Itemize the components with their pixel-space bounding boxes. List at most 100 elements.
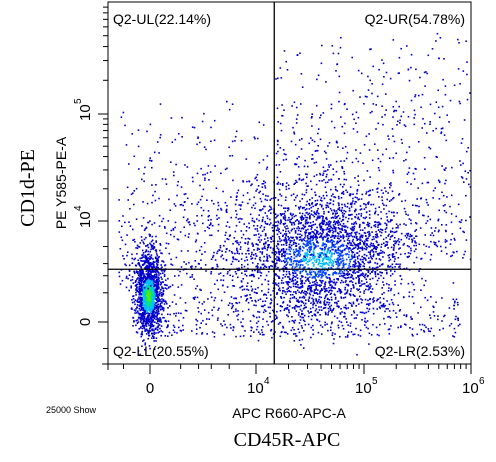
event-dot	[336, 212, 338, 214]
event-dot	[343, 183, 345, 186]
event-dot	[142, 307, 145, 309]
event-dot	[141, 289, 143, 291]
event-dot	[188, 233, 190, 235]
event-dot	[368, 201, 370, 203]
event-dot	[308, 247, 310, 249]
event-dot	[242, 233, 245, 236]
event-dot	[443, 210, 446, 212]
event-dot	[378, 258, 381, 260]
event-dot	[284, 236, 287, 239]
event-dot	[414, 94, 417, 96]
event-dot	[441, 191, 443, 194]
event-dot	[318, 224, 321, 226]
event-dot	[352, 197, 354, 200]
event-dot	[267, 280, 270, 283]
event-dot	[321, 204, 323, 207]
event-dot	[159, 308, 162, 311]
event-dot	[336, 258, 338, 261]
event-dot	[318, 259, 321, 261]
event-dot	[432, 197, 434, 199]
event-dot	[150, 248, 152, 251]
event-dot	[298, 339, 301, 341]
event-dot	[204, 177, 206, 179]
event-dot	[133, 238, 136, 241]
event-dot	[422, 214, 424, 217]
event-dot	[144, 329, 146, 331]
event-dot	[365, 191, 368, 193]
event-dot	[319, 271, 321, 273]
event-dot	[303, 296, 306, 299]
event-dot	[342, 264, 344, 267]
event-dot	[405, 324, 407, 326]
event-dot	[365, 259, 367, 261]
event-dot	[284, 275, 286, 278]
event-dot	[161, 286, 163, 288]
event-dot	[314, 292, 317, 294]
event-dot	[298, 252, 300, 255]
event-dot	[318, 180, 321, 182]
event-dot	[297, 166, 300, 168]
event-dot	[429, 121, 431, 123]
event-dot	[326, 226, 329, 229]
event-dot	[293, 215, 296, 218]
event-dot	[145, 285, 147, 288]
event-dot	[329, 207, 332, 210]
event-dot	[306, 216, 308, 219]
event-dot	[338, 207, 341, 209]
event-dot	[260, 234, 262, 237]
event-dot	[303, 260, 305, 262]
event-dot	[147, 279, 150, 282]
event-dot	[332, 203, 335, 206]
event-dot	[313, 175, 316, 178]
event-dot	[151, 279, 153, 281]
event-dot	[156, 279, 158, 282]
event-dot	[346, 289, 349, 291]
event-dot	[368, 343, 370, 345]
event-dot	[315, 204, 317, 206]
event-dot	[289, 258, 292, 261]
event-dot	[224, 168, 227, 171]
event-dot	[326, 293, 328, 296]
event-dot	[292, 243, 295, 245]
event-dot	[365, 311, 368, 314]
event-dot	[152, 303, 155, 305]
event-dot	[142, 272, 144, 275]
event-dot	[299, 319, 302, 321]
event-dot	[177, 286, 180, 288]
event-dot	[330, 299, 333, 301]
event-dot	[448, 121, 450, 123]
event-dot	[337, 260, 340, 262]
event-dot	[396, 212, 398, 214]
event-dot	[277, 121, 279, 123]
event-dot	[337, 272, 340, 275]
event-dot	[463, 231, 465, 234]
event-dot	[164, 269, 166, 272]
event-dot	[144, 279, 147, 281]
event-dot	[333, 338, 335, 340]
event-dot	[288, 246, 291, 249]
event-dot	[294, 304, 297, 307]
event-dot	[290, 256, 293, 258]
event-dot	[382, 123, 384, 126]
event-dot	[394, 266, 396, 268]
event-dot	[334, 272, 336, 274]
event-dot	[343, 272, 346, 275]
event-dot	[318, 270, 320, 272]
event-dot	[244, 273, 246, 276]
event-dot	[220, 209, 223, 211]
event-dot	[432, 234, 435, 237]
event-dot	[317, 215, 319, 217]
event-dot	[301, 327, 303, 329]
event-dot	[436, 245, 439, 248]
event-dot	[319, 253, 321, 255]
event-dot	[263, 242, 265, 245]
event-dot	[158, 312, 160, 315]
event-dot	[325, 176, 328, 178]
event-dot	[465, 194, 467, 197]
event-dot	[359, 285, 361, 287]
event-dot	[301, 310, 303, 312]
event-dot	[163, 303, 166, 305]
event-dot	[140, 266, 142, 268]
event-dot	[285, 293, 287, 295]
event-dot	[269, 256, 272, 259]
